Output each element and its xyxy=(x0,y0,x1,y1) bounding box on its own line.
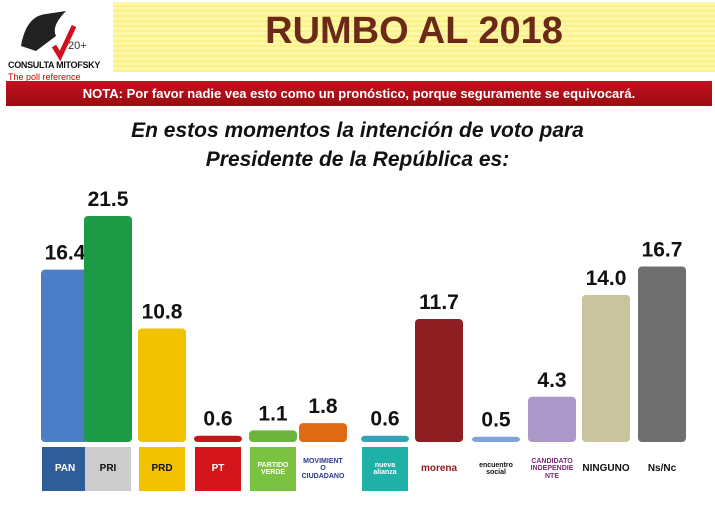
bar-6 xyxy=(361,435,409,442)
data-label: 0.5 xyxy=(481,409,511,432)
data-label: 16.4 xyxy=(45,242,86,265)
logo-icon xyxy=(21,11,76,61)
bar-9 xyxy=(528,396,576,442)
chart-title-line-1: En estos momentos la intención de voto p… xyxy=(131,119,584,142)
title-banner xyxy=(113,2,715,72)
category-label: PRI xyxy=(85,447,131,491)
data-label: 1.8 xyxy=(308,395,338,418)
logo-years: 20+ xyxy=(68,40,87,52)
category-label: PT xyxy=(195,447,241,491)
category-label: morena xyxy=(416,447,462,491)
data-label: 14.0 xyxy=(586,267,627,290)
category-label: CANDIDATO INDEPENDIENTE xyxy=(529,447,575,491)
category-label: MOVIMIENTO CIUDADANO xyxy=(300,447,346,491)
category-label: PRD xyxy=(139,447,185,491)
bar-11 xyxy=(638,266,686,442)
bar-0 xyxy=(41,269,89,442)
chart-title: En estos momentos la intención de voto p… xyxy=(0,116,715,174)
data-label: 16.7 xyxy=(642,238,683,261)
category-label: Ns/Nc xyxy=(636,447,688,491)
data-label: 0.6 xyxy=(203,408,232,431)
bar-4 xyxy=(249,430,297,442)
category-label: NINGUNO xyxy=(580,447,632,491)
bar-2 xyxy=(138,328,186,442)
data-label: 10.8 xyxy=(142,300,183,323)
data-label: 21.5 xyxy=(88,188,129,211)
category-label: nueva alianza xyxy=(362,447,408,491)
logo-tagline: The poll reference xyxy=(8,72,81,82)
page-title: RUMBO AL 2018 xyxy=(265,10,563,52)
mitofsky-logo: 20+ CONSULTA MITOFSKY The poll reference xyxy=(6,4,100,106)
note-bar: NOTA: Por favor nadie vea esto como un p… xyxy=(6,81,712,106)
bar-10 xyxy=(582,294,630,442)
bar-7 xyxy=(415,319,463,442)
bar-3 xyxy=(194,435,242,442)
bar-8 xyxy=(472,436,520,442)
category-label: encuentro social xyxy=(473,447,519,491)
data-label: 1.1 xyxy=(258,402,288,425)
data-label: 0.6 xyxy=(370,408,399,431)
category-label: PARTIDO VERDE xyxy=(250,447,296,491)
bar-1 xyxy=(84,216,132,442)
data-label: 4.3 xyxy=(537,369,566,392)
chart-title-line-2: Presidente de la República es: xyxy=(205,148,510,171)
bar-5 xyxy=(299,423,347,442)
category-label: PAN xyxy=(42,447,88,491)
data-label: 11.7 xyxy=(419,291,459,314)
logo-brand: CONSULTA MITOFSKY xyxy=(8,60,101,70)
